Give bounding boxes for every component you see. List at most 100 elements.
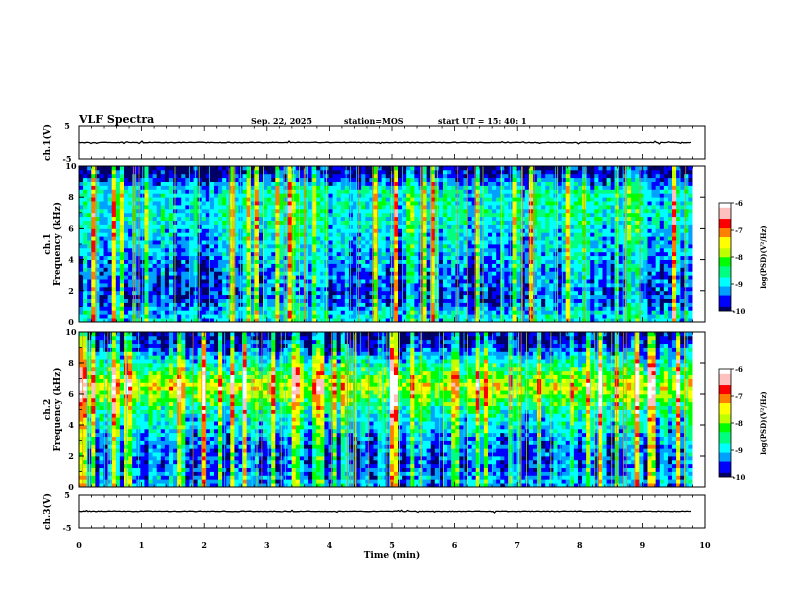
spectrogram-cell — [181, 267, 186, 272]
spectrogram-cell — [267, 201, 272, 206]
spectrogram-cell — [381, 279, 387, 284]
spectrogram-cell — [573, 290, 579, 296]
spectrogram-cell — [545, 228, 550, 233]
spectrogram-cell — [287, 236, 293, 241]
spectrogram-cell — [410, 255, 415, 260]
spectrogram-cell — [357, 220, 362, 225]
spectrogram-cell — [254, 306, 260, 311]
spectrogram-cell — [373, 205, 378, 210]
spectrogram-cell — [79, 318, 84, 323]
spectrogram-cell — [156, 251, 162, 257]
spectrogram-cell — [500, 177, 505, 182]
spectrogram-cell — [451, 205, 456, 210]
spectrogram-cell — [353, 185, 358, 190]
spectrogram-cell — [230, 283, 235, 288]
spectrogram-cell — [299, 220, 305, 225]
spectrogram-cell — [500, 205, 505, 210]
spectrogram-cell — [115, 197, 121, 202]
spectrogram-cell — [532, 173, 538, 179]
spectrogram-cell — [353, 306, 358, 311]
spectrogram-cell — [357, 283, 362, 288]
spectrogram-cell — [205, 302, 211, 307]
spectrogram-cell — [177, 236, 182, 241]
spectrogram-cell — [512, 193, 518, 198]
spectrogram-cell — [487, 232, 493, 237]
spectrogram-cell — [353, 279, 358, 284]
spectrogram-cell — [410, 306, 415, 311]
spectrogram-cell — [279, 247, 284, 253]
spectrogram-cell — [385, 247, 391, 253]
spectrogram-cell — [500, 298, 505, 303]
spectrogram-cell — [95, 216, 100, 221]
spectrogram-cell — [181, 283, 186, 288]
spectrogram-cell — [160, 306, 166, 311]
spectrogram-cell — [520, 177, 526, 182]
spectrogram-cell — [87, 189, 92, 194]
spectrogram-cell — [226, 166, 231, 171]
spectrogram-cell — [487, 267, 493, 272]
spectrogram-cell — [422, 271, 428, 276]
date-label: Sep. 22, 2025 — [251, 116, 312, 126]
spectrogram-cell — [398, 298, 403, 303]
spectrogram-cell — [168, 263, 174, 268]
spectrogram-cell — [258, 193, 264, 198]
spectrogram-cell — [267, 290, 272, 296]
spectrogram-cell — [316, 298, 321, 303]
spectrogram-cell — [512, 228, 518, 233]
spectrogram-cell — [541, 290, 546, 296]
spectrogram-cell — [398, 318, 403, 323]
spectrogram-cell — [263, 259, 268, 264]
spectrogram-cell — [263, 205, 268, 210]
spectrogram-cell — [79, 283, 84, 288]
spectrogram-cell — [295, 247, 301, 253]
spectrogram-cell — [218, 201, 223, 206]
spectrogram-cell — [132, 224, 137, 229]
spectrogram-cell — [557, 247, 562, 253]
spectrogram-cell — [504, 189, 509, 194]
spectrogram-cell — [246, 220, 252, 225]
spectrogram-cell — [516, 286, 522, 292]
spectrogram-cell — [487, 240, 493, 245]
spectrogram-cell — [181, 166, 186, 171]
spectrogram-cell — [377, 193, 383, 198]
spectrogram-cell — [254, 310, 260, 315]
spectrogram-cell — [87, 302, 92, 307]
spectrogram-cell — [128, 177, 133, 182]
spectrogram-cell — [406, 263, 411, 268]
spectrogram-cell — [410, 294, 415, 299]
spectrogram-cell — [107, 205, 113, 210]
spectrogram-cell — [500, 173, 505, 179]
spectrogram-cell — [156, 228, 162, 233]
spectrogram-cell — [357, 169, 362, 175]
spectrogram-cell — [308, 201, 313, 206]
spectrogram-cell — [332, 267, 338, 272]
spectrogram-cell — [205, 173, 211, 179]
spectrogram-cell — [123, 193, 129, 198]
spectrogram-cell — [532, 201, 538, 206]
spectrogram-cell — [426, 181, 432, 186]
spectrogram-cell — [573, 232, 579, 237]
spectrogram-cell — [123, 208, 129, 214]
spectrogram-cell — [504, 181, 509, 186]
spectrogram-cell — [406, 228, 411, 233]
spectrogram-cell — [115, 255, 121, 260]
spectrogram-cell — [361, 298, 366, 303]
spectrogram-cell — [295, 290, 301, 296]
spectrogram-cell — [275, 302, 280, 307]
spectrogram-cell — [487, 279, 493, 284]
spectrogram-cell — [361, 177, 366, 182]
spectrogram-cell — [340, 208, 346, 214]
spectrogram-cell — [164, 193, 170, 198]
spectrogram-cell — [119, 294, 125, 299]
spectrogram-cell — [381, 228, 387, 233]
spectrogram-cell — [520, 193, 526, 198]
spectrogram-cell — [156, 216, 162, 221]
spectrogram-cell — [312, 212, 317, 218]
spectrogram-cell — [226, 290, 231, 296]
spectrogram-cell — [426, 224, 432, 229]
spectrogram-cell — [111, 283, 117, 288]
spectrogram-cell — [136, 290, 141, 296]
spectrogram-cell — [569, 275, 575, 280]
spectrogram-cell — [128, 255, 133, 260]
spectrogram-cell — [275, 189, 280, 194]
